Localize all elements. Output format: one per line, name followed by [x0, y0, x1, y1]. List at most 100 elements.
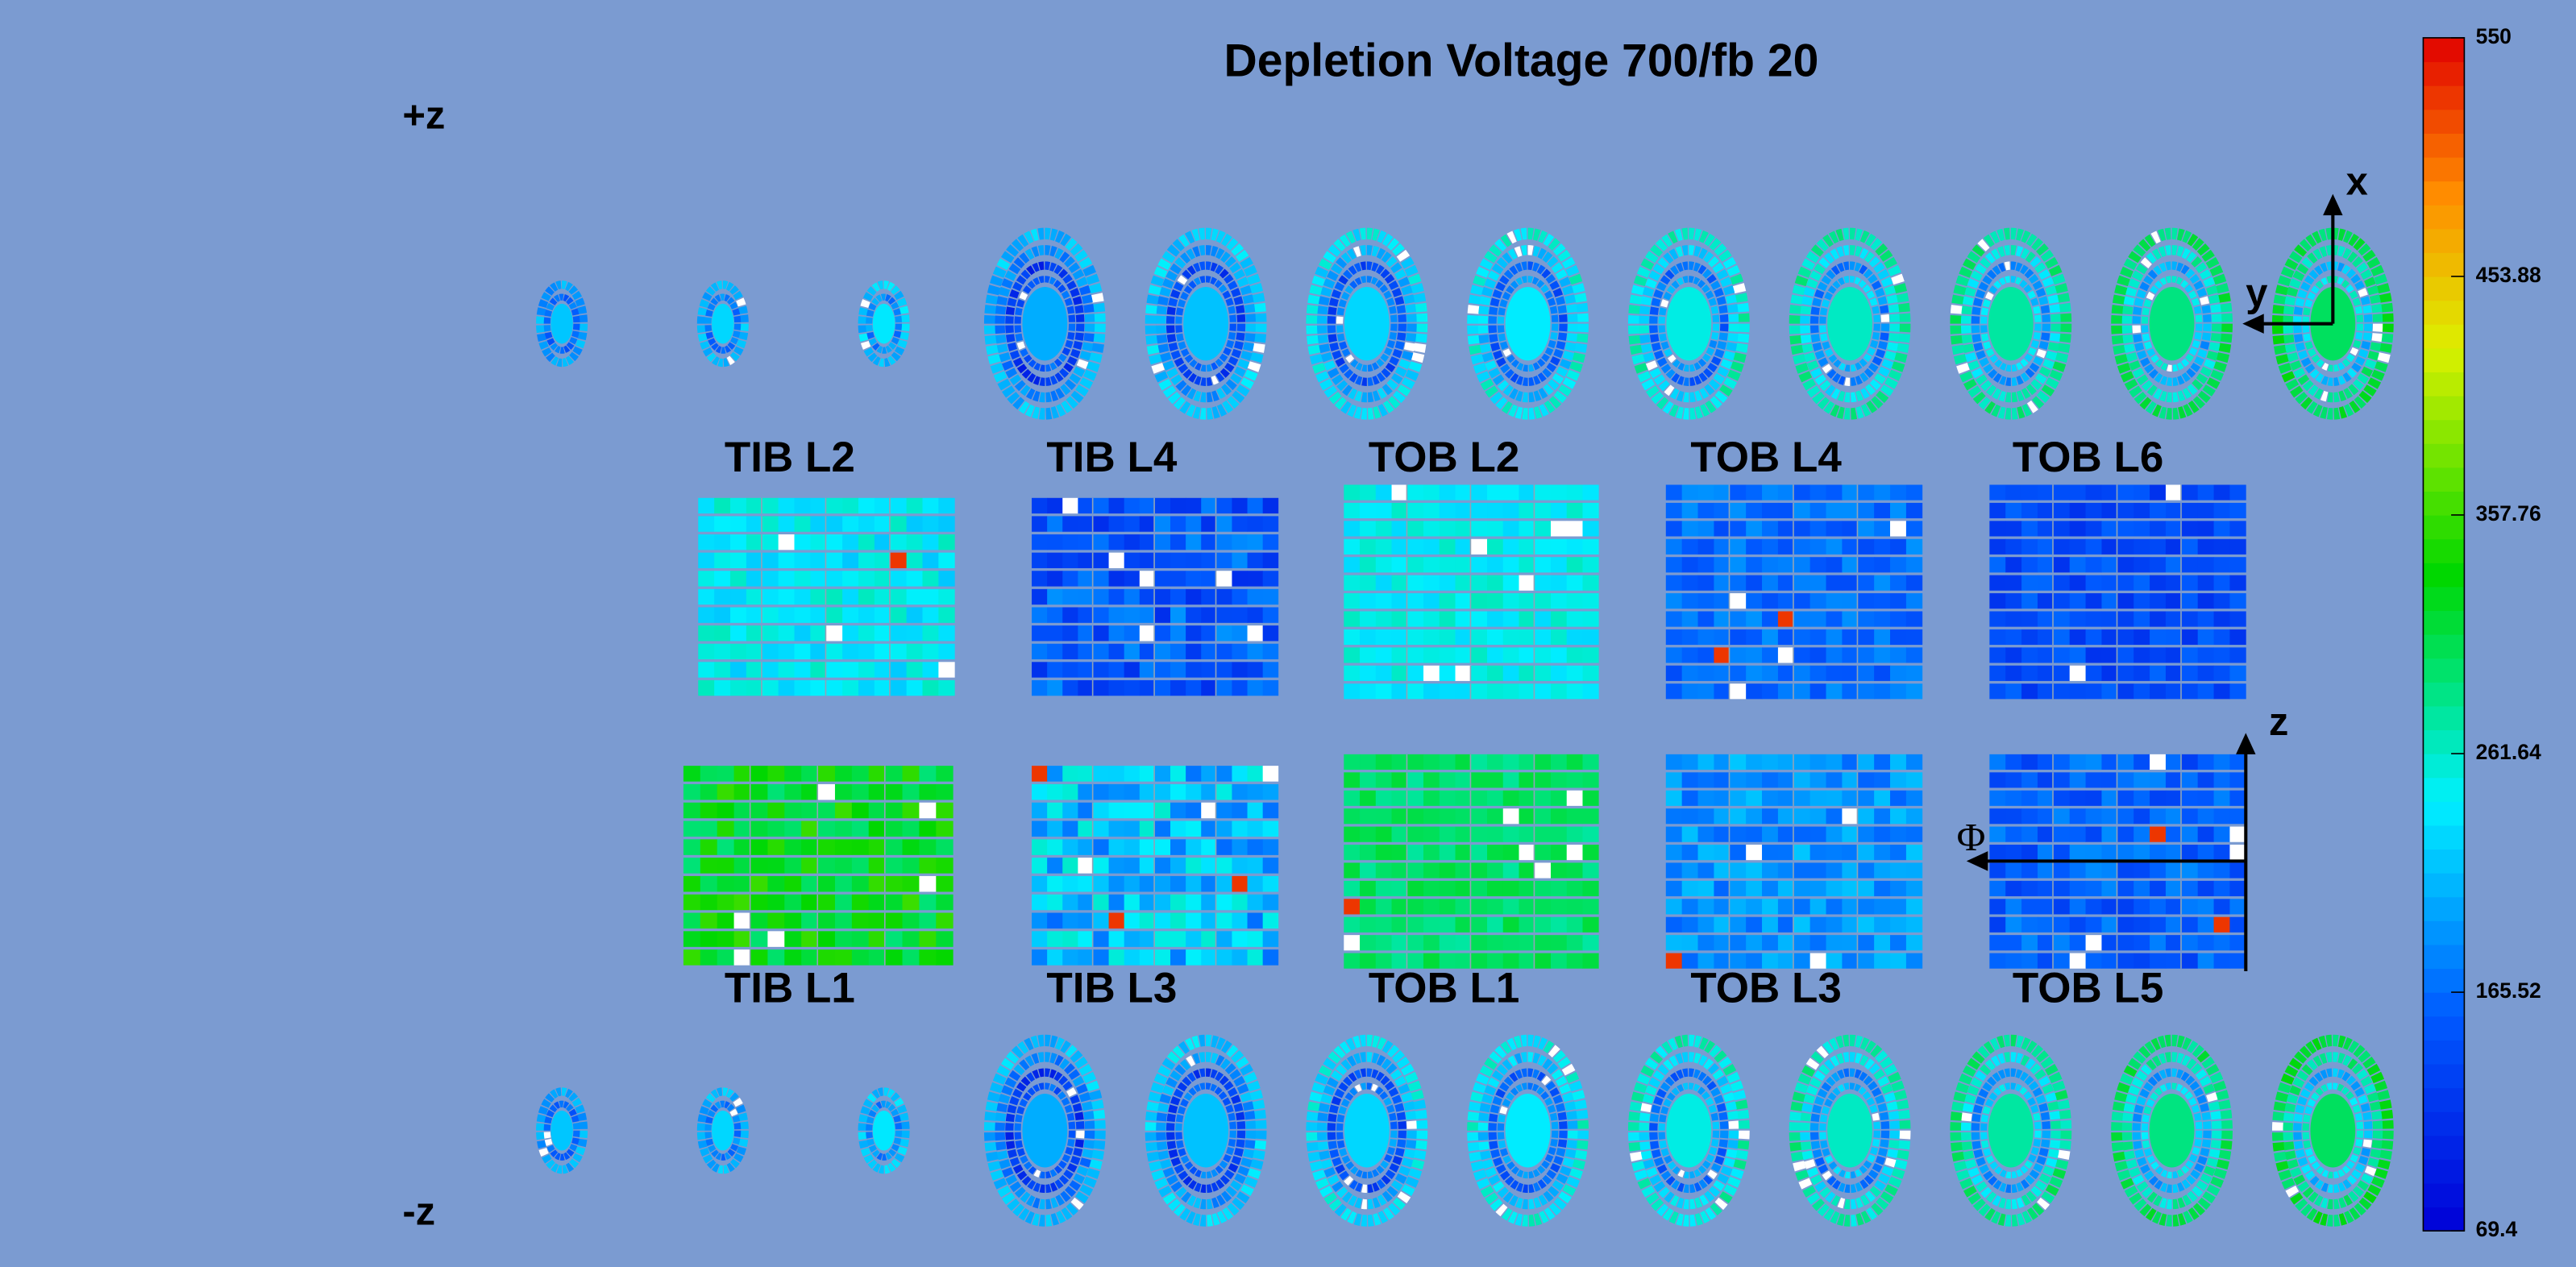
module: [1762, 935, 1779, 951]
module: [2273, 294, 2287, 305]
module: [1897, 302, 1910, 313]
module: [1809, 935, 1826, 951]
module: [706, 352, 717, 363]
module: [1001, 278, 1013, 289]
module: [2150, 611, 2167, 627]
module: [894, 346, 905, 356]
module: [1423, 808, 1440, 825]
module: [1032, 1084, 1041, 1093]
module-gap: [1856, 611, 1859, 627]
module: [2361, 340, 2371, 351]
module: [1826, 368, 1837, 379]
module: [2304, 341, 2314, 350]
module: [868, 839, 887, 855]
module: [1481, 286, 1494, 297]
module: [2142, 333, 2150, 342]
module: [1394, 296, 1405, 305]
module: [1509, 265, 1519, 276]
module: [1777, 845, 1795, 861]
module: [818, 949, 836, 966]
module: [1244, 1140, 1256, 1149]
module: [1560, 1165, 1572, 1177]
module: [810, 516, 827, 532]
module: [2101, 484, 2118, 501]
module: [1681, 826, 1698, 842]
module: [1062, 802, 1078, 819]
module: [1704, 1190, 1715, 1203]
module: [1355, 376, 1363, 385]
module: [1714, 502, 1730, 519]
module: [1681, 611, 1698, 627]
module: [1746, 916, 1763, 933]
module: [2133, 334, 2142, 343]
module: [1332, 1157, 1342, 1167]
module: [2213, 754, 2230, 771]
module: [1826, 502, 1843, 519]
module: [1411, 1159, 1425, 1170]
module: [733, 949, 751, 966]
module: [2306, 401, 2318, 414]
module: [2304, 363, 2316, 374]
module: [1650, 1140, 1660, 1150]
module: [1502, 808, 1519, 825]
module: [1730, 557, 1747, 573]
module: [1247, 1168, 1261, 1179]
module: [1344, 521, 1361, 537]
module: [1700, 404, 1710, 417]
module: [1562, 377, 1577, 389]
module: [1145, 305, 1158, 314]
module: [919, 858, 937, 874]
module: [1413, 1099, 1427, 1110]
module: [2181, 629, 2199, 646]
module: [1062, 1081, 1073, 1091]
module: [1777, 935, 1795, 951]
module: [1020, 269, 1031, 280]
module: [1216, 534, 1232, 550]
module: [1074, 332, 1084, 341]
module: [1343, 269, 1353, 280]
module: [863, 347, 875, 357]
module: [538, 340, 549, 350]
module: [1375, 862, 1392, 879]
module: [1220, 384, 1232, 396]
module: [1537, 1179, 1547, 1190]
module: [1201, 571, 1217, 587]
module: [874, 516, 891, 532]
module: [2166, 377, 2172, 386]
module: [922, 552, 939, 568]
module: [1211, 406, 1220, 419]
module: [1484, 1085, 1497, 1096]
module: [1665, 790, 1683, 806]
module: [1201, 894, 1217, 911]
module: [778, 679, 795, 696]
module: [2146, 252, 2157, 264]
module: [1038, 1068, 1045, 1078]
module: [1360, 557, 1377, 573]
module: [1830, 388, 1841, 400]
module: [1153, 1073, 1168, 1085]
module: [746, 516, 763, 532]
module: [2197, 935, 2214, 951]
module: [1216, 404, 1228, 417]
module: [1506, 1092, 1515, 1101]
module: [732, 1115, 741, 1123]
module: [1471, 629, 1488, 646]
module: [1344, 754, 1361, 771]
module: [1186, 588, 1202, 605]
module: [1060, 1190, 1071, 1203]
module: [1884, 377, 1898, 389]
module: [1345, 231, 1357, 244]
module: [1582, 899, 1599, 915]
module: [1210, 1053, 1219, 1064]
module: [858, 552, 875, 568]
module: [1219, 1075, 1229, 1086]
module: [995, 305, 1007, 315]
module: [1344, 1175, 1354, 1186]
module: [1858, 538, 1875, 555]
module: [1874, 665, 1891, 681]
module: [563, 345, 571, 353]
module: [1710, 396, 1722, 409]
module: [1860, 404, 1872, 417]
module: [1826, 665, 1843, 681]
